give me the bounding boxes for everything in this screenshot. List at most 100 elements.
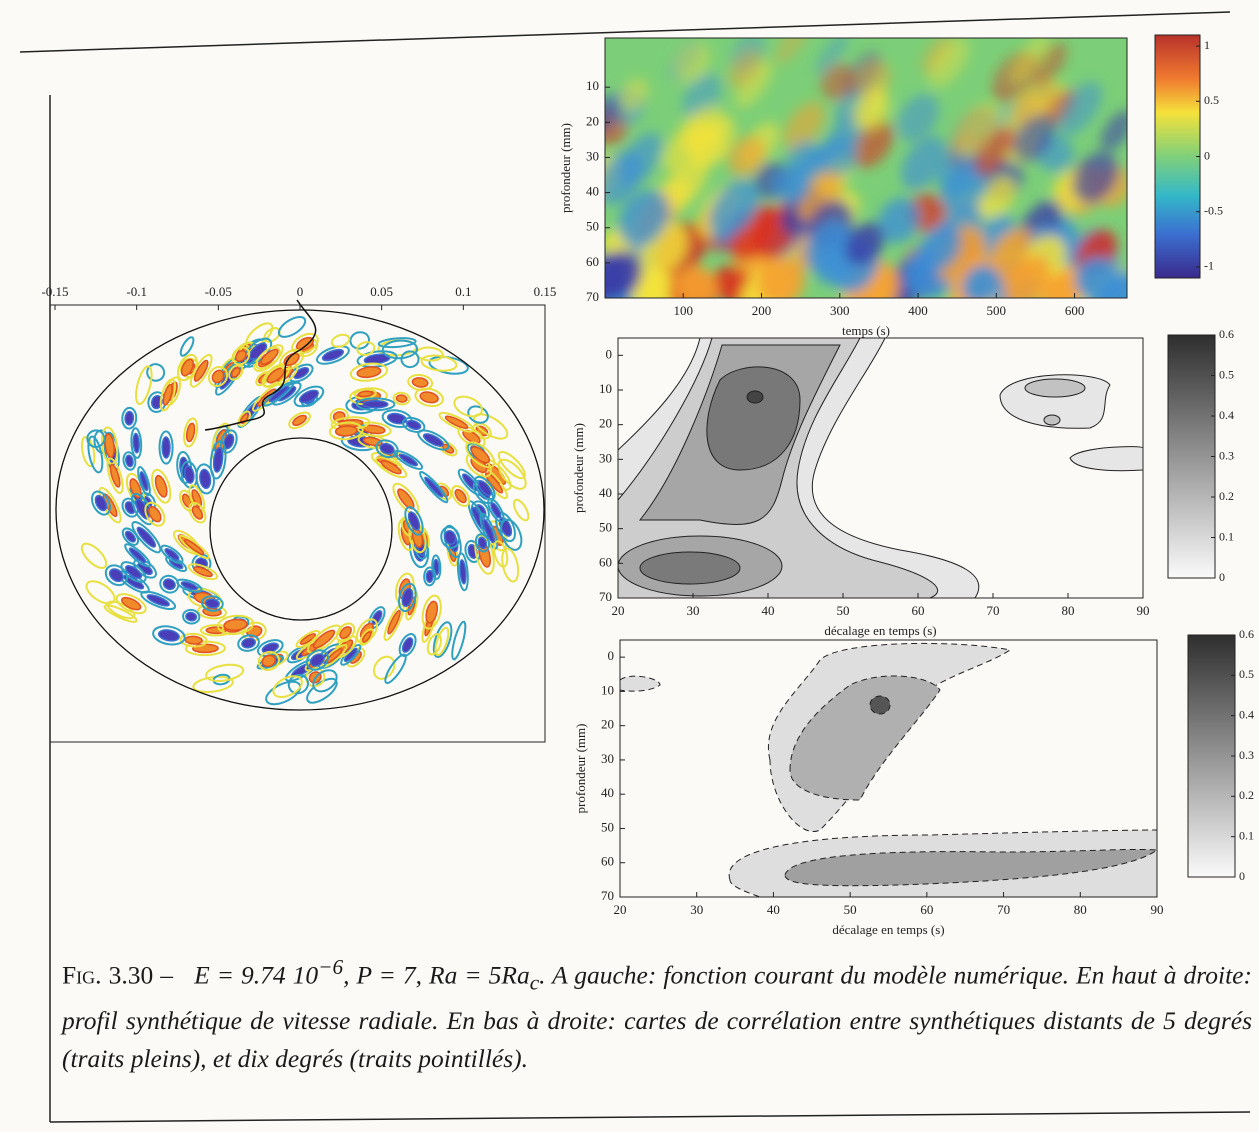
- vortex: [359, 628, 375, 646]
- vortex: [440, 526, 461, 549]
- y-tick-label: 40: [586, 184, 599, 199]
- contour: [223, 433, 235, 450]
- vortex: [140, 590, 177, 611]
- blob: [757, 257, 805, 298]
- vortex: [438, 411, 475, 433]
- contour: [305, 649, 329, 671]
- contour: [411, 377, 429, 388]
- contour: [131, 521, 162, 554]
- x-tick-label: 30: [690, 902, 703, 917]
- vortex: [465, 441, 496, 469]
- contour: [420, 354, 458, 372]
- x-tick-label: 40: [767, 902, 780, 917]
- contour: [444, 530, 457, 546]
- contour: [159, 378, 176, 412]
- vortex: [381, 409, 413, 428]
- vortex: [512, 498, 530, 522]
- vortex: [384, 653, 407, 684]
- vortex: [305, 649, 329, 671]
- blob: [845, 222, 885, 266]
- blob: [709, 179, 760, 238]
- contour: [161, 436, 171, 459]
- contour: [373, 655, 396, 680]
- vortex: [497, 450, 526, 480]
- y-tick-label: 20: [601, 717, 614, 732]
- contour: [355, 397, 396, 412]
- contour: [474, 475, 496, 501]
- contour: [124, 530, 137, 543]
- left-axes: [49, 304, 546, 743]
- y-axis-label: profondeur (mm): [558, 123, 573, 213]
- contour: [159, 574, 180, 594]
- contour: [230, 367, 241, 378]
- y-tick-label: 70: [586, 289, 599, 304]
- contour: [223, 618, 248, 632]
- vortex: [192, 675, 234, 694]
- correlation-10deg-map: [620, 642, 1157, 897]
- vortex: [368, 606, 386, 629]
- vortex: [375, 439, 399, 459]
- vortex: [80, 435, 96, 468]
- vortex: [407, 373, 434, 391]
- contour: [339, 626, 352, 640]
- contour: [193, 566, 213, 578]
- vortex: [121, 406, 138, 430]
- contour: [384, 653, 407, 684]
- contour: [422, 433, 444, 447]
- contour: [398, 582, 417, 613]
- contour: [179, 489, 195, 512]
- contour: [501, 547, 520, 583]
- contour: [104, 564, 129, 587]
- blob: [851, 84, 888, 129]
- vortex: [151, 468, 172, 504]
- blob: [901, 136, 947, 190]
- y-tick-label: 40: [599, 485, 612, 500]
- contour: [184, 635, 203, 645]
- vortex: [432, 621, 453, 658]
- contour: [444, 415, 469, 429]
- vortex: [349, 362, 389, 382]
- vortex: [383, 603, 405, 642]
- contour: [106, 457, 124, 494]
- blob: [619, 78, 649, 112]
- contour: [426, 633, 442, 656]
- colorbar-tick-label: 0.5: [1219, 367, 1234, 381]
- contour: [185, 611, 198, 622]
- contour: [299, 633, 316, 645]
- vortex: [188, 501, 207, 524]
- x-tick-label: 0: [297, 284, 304, 299]
- contour: [183, 465, 195, 484]
- contour: [356, 341, 376, 356]
- vortex: [381, 339, 419, 360]
- x-tick-label: 20: [612, 603, 625, 618]
- contour: [211, 369, 225, 384]
- contour: [474, 533, 490, 553]
- vortex: [201, 595, 224, 612]
- contour: [140, 590, 177, 611]
- contour: [419, 391, 439, 404]
- contour: [154, 474, 168, 498]
- contour: [398, 633, 417, 657]
- contour: [393, 449, 424, 470]
- contour: [279, 348, 305, 370]
- contour: [115, 593, 147, 615]
- vortex: [216, 614, 255, 635]
- contour: [395, 394, 408, 403]
- x-tick-label: 70: [997, 902, 1010, 917]
- caption-math: c: [529, 970, 540, 995]
- contour: [234, 349, 247, 362]
- vortex: [500, 518, 523, 551]
- x-tick-label: 0.1: [455, 284, 471, 299]
- inner-boundary: [209, 437, 393, 621]
- contour: [497, 450, 526, 480]
- stream-function-map: [80, 315, 530, 706]
- vortex: [179, 336, 195, 357]
- x-tick-label: 0.05: [370, 284, 393, 299]
- vortex: [100, 426, 119, 465]
- caption-math: −6: [318, 955, 344, 979]
- blob: [673, 41, 711, 83]
- contour: [401, 416, 426, 433]
- vortex: [288, 411, 311, 430]
- contour: [205, 663, 245, 682]
- contour: [188, 484, 206, 513]
